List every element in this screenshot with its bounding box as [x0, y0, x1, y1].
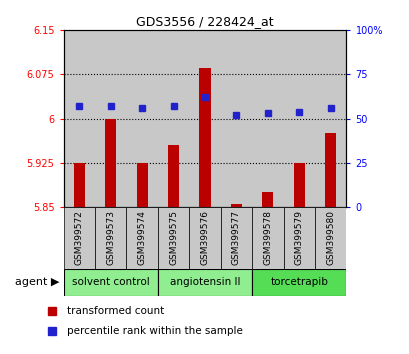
Text: GSM399580: GSM399580 — [326, 210, 335, 265]
Text: GSM399574: GSM399574 — [137, 210, 146, 265]
Text: torcetrapib: torcetrapib — [270, 277, 328, 287]
Bar — [220, 30, 252, 207]
Bar — [293, 163, 304, 207]
Bar — [230, 204, 241, 207]
Bar — [157, 207, 189, 269]
Text: solvent control: solvent control — [72, 277, 149, 287]
Text: GSM399577: GSM399577 — [231, 210, 240, 265]
Text: angiotensin II: angiotensin II — [169, 277, 240, 287]
Text: GSM399576: GSM399576 — [200, 210, 209, 265]
Text: GSM399573: GSM399573 — [106, 210, 115, 265]
Bar — [314, 30, 346, 207]
Bar — [324, 133, 335, 207]
Bar — [126, 207, 157, 269]
Bar — [63, 30, 95, 207]
Text: GSM399575: GSM399575 — [169, 210, 178, 265]
Bar — [283, 207, 314, 269]
Bar — [314, 207, 346, 269]
Bar — [189, 207, 220, 269]
Bar — [136, 163, 147, 207]
Bar — [252, 30, 283, 207]
Bar — [157, 269, 252, 296]
Bar — [157, 30, 189, 207]
Bar — [63, 269, 157, 296]
Text: GSM399578: GSM399578 — [263, 210, 272, 265]
Bar — [220, 207, 252, 269]
Text: transformed count: transformed count — [67, 306, 164, 316]
Bar — [252, 269, 346, 296]
Text: agent ▶: agent ▶ — [15, 277, 59, 287]
Title: GDS3556 / 228424_at: GDS3556 / 228424_at — [136, 15, 273, 28]
Bar — [74, 163, 85, 207]
Text: GSM399572: GSM399572 — [74, 210, 83, 265]
Bar — [95, 207, 126, 269]
Bar — [283, 30, 314, 207]
Bar — [199, 68, 210, 207]
Bar — [189, 30, 220, 207]
Bar — [63, 207, 95, 269]
Bar — [126, 30, 157, 207]
Bar — [105, 119, 116, 207]
Bar — [252, 207, 283, 269]
Text: GSM399579: GSM399579 — [294, 210, 303, 265]
Bar — [168, 145, 179, 207]
Bar — [95, 30, 126, 207]
Bar — [262, 192, 273, 207]
Text: percentile rank within the sample: percentile rank within the sample — [67, 326, 243, 336]
